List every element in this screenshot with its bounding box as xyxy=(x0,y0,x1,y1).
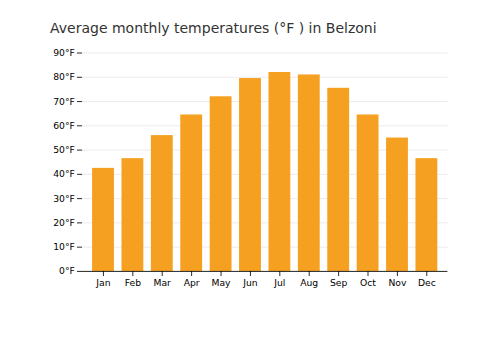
svg-text:80°F: 80°F xyxy=(53,71,75,82)
svg-text:Mar: Mar xyxy=(154,277,172,288)
svg-text:50°F: 50°F xyxy=(53,144,75,155)
svg-text:Jul: Jul xyxy=(273,277,285,288)
svg-text:Oct: Oct xyxy=(360,277,376,288)
svg-text:0°F: 0°F xyxy=(59,265,75,276)
svg-text:Nov: Nov xyxy=(388,277,407,288)
svg-text:40°F: 40°F xyxy=(53,168,75,179)
svg-text:30°F: 30°F xyxy=(53,193,75,204)
svg-text:Feb: Feb xyxy=(125,277,141,288)
svg-text:May: May xyxy=(211,277,231,288)
svg-text:Sep: Sep xyxy=(330,277,348,288)
html-text:Average monthly temperatures (: Average monthly temperatures (°F ) in Be… xyxy=(50,20,377,36)
svg-text:Dec: Dec xyxy=(418,277,436,288)
svg-text:90°F: 90°F xyxy=(53,47,75,58)
svg-text:Jan: Jan xyxy=(95,277,110,288)
svg-text:Jun: Jun xyxy=(242,277,258,288)
svg-text:Aug: Aug xyxy=(300,277,318,288)
svg-text:60°F: 60°F xyxy=(53,120,75,131)
svg-text:Apr: Apr xyxy=(184,277,200,288)
svg-text:20°F: 20°F xyxy=(53,217,75,228)
svg-text:70°F: 70°F xyxy=(53,96,75,107)
svg-text:10°F: 10°F xyxy=(53,241,75,252)
